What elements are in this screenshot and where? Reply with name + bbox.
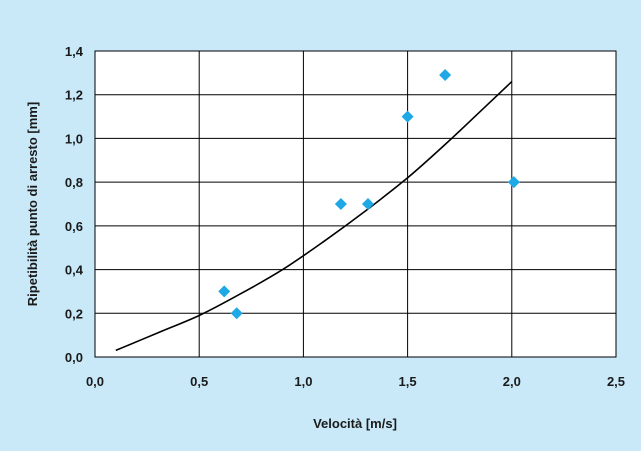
y-tick-label-1: 0,2 <box>65 306 83 321</box>
y-tick-label-7: 1,4 <box>65 44 84 59</box>
data-point-4 <box>401 110 414 123</box>
y-axis-title: Ripetibilità punto di arresto [mm] <box>25 102 40 306</box>
y-tick-label-6: 1,2 <box>65 88 83 103</box>
y-tick-label-3: 0,6 <box>65 219 83 234</box>
plot-area <box>94 50 617 358</box>
x-axis-title: Velocità [m/s] <box>313 416 397 431</box>
y-tick-labels: 0,0 0,2 0,4 0,6 0,8 1,0 1,2 1,4 <box>65 44 84 365</box>
data-point-3 <box>362 198 375 210</box>
data-point-1 <box>230 307 243 320</box>
data-point-2 <box>334 198 347 210</box>
y-tick-label-0: 0,0 <box>65 350 83 365</box>
x-tick-label-3: 1,5 <box>399 374 417 389</box>
x-tick-label-0: 0,0 <box>86 374 104 389</box>
y-tick-label-2: 0,4 <box>65 263 84 278</box>
y-tick-label-5: 1,0 <box>65 131 83 146</box>
x-tick-label-4: 2,0 <box>503 374 521 389</box>
x-tick-labels: 0,0 0,5 1,0 1,5 2,0 2,5 <box>86 374 625 389</box>
data-point-0 <box>218 285 231 298</box>
grid-lines <box>94 50 617 358</box>
data-points <box>218 69 520 320</box>
x-tick-label-2: 1,0 <box>294 374 312 389</box>
x-tick-label-5: 2,5 <box>607 374 625 389</box>
x-tick-label-1: 0,5 <box>190 374 208 389</box>
trendline-curve <box>115 81 513 352</box>
data-point-6 <box>507 176 520 189</box>
data-point-5 <box>439 69 452 82</box>
y-tick-label-4: 0,8 <box>65 175 83 190</box>
